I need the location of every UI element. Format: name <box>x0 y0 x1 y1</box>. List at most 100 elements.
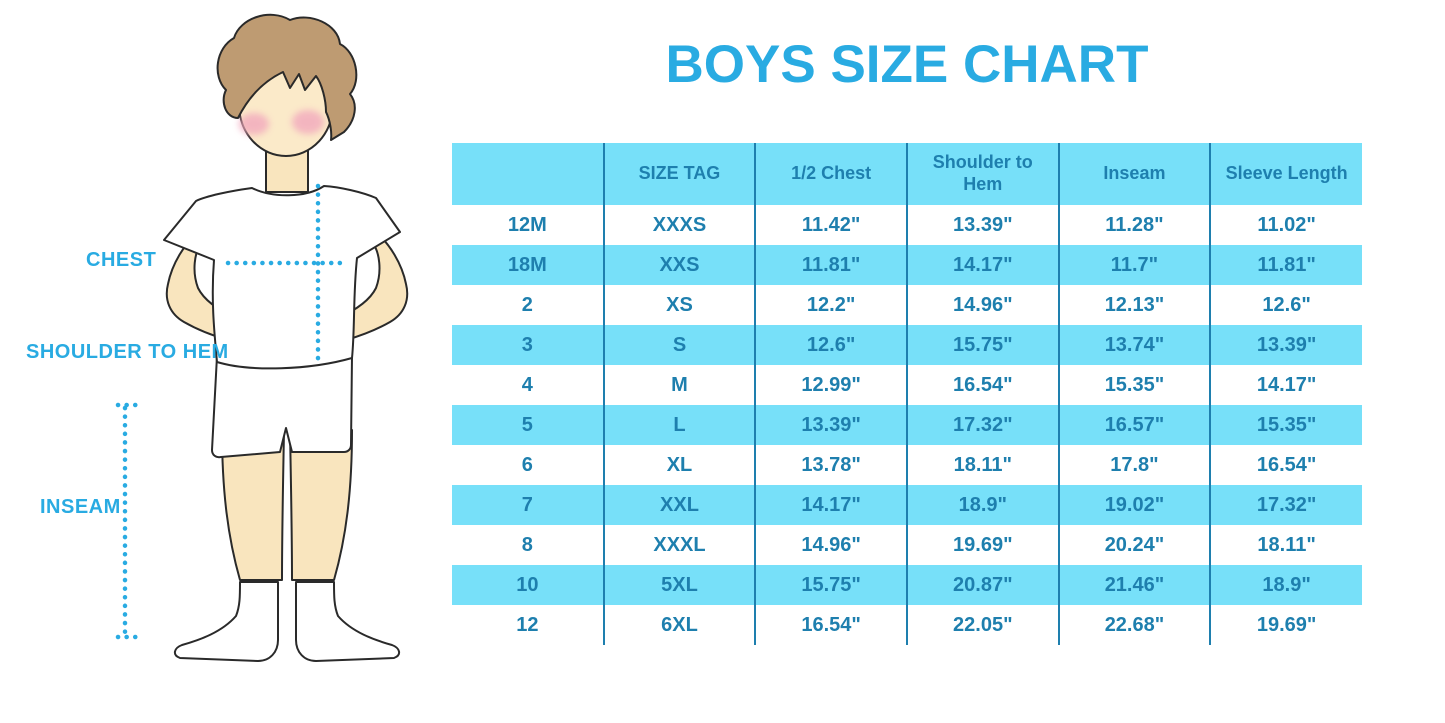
size-cell: 8 <box>521 533 533 556</box>
table-row: 4 M 12.99" 16.54" 15.35" 14.17" <box>452 365 1362 405</box>
value-cell: S <box>602 325 756 365</box>
value-cell: 12.2" <box>754 285 907 325</box>
column-header: Shoulder to Hem <box>905 143 1059 205</box>
boy-hair <box>216 13 358 141</box>
size-cell: 12M <box>507 213 547 236</box>
value-cell: 12.6" <box>1209 285 1362 325</box>
value-cell: 17.32" <box>1209 485 1362 525</box>
table-body: 12M XXXS 11.42" 13.39" 11.28" 11.02" 18M XXS 11.… <box>452 205 1362 645</box>
value-cell: L <box>602 405 756 445</box>
column-header: SIZE TAG <box>602 143 756 205</box>
table-row: 18M XXS 11.81" 14.17" 11.7" 11.81" <box>452 245 1362 285</box>
column-header: 1/2 Chest <box>754 143 907 205</box>
size-cell: 10 <box>452 565 604 605</box>
value-cell: 19.69" <box>905 525 1059 565</box>
table-row: 6 XL 13.78" 18.11" 17.8" 16.54" <box>452 445 1362 485</box>
value-cell: XXL <box>602 485 756 525</box>
value-cell: 16.57" <box>1057 405 1211 445</box>
column-header: Sleeve Length <box>1209 143 1362 205</box>
value-cell: XXXL <box>602 525 756 565</box>
header-row: SIZE TAG 1/2 Chest Shoulder to Hem Inseam Sl… <box>452 143 1362 205</box>
table-row: 3 S 12.6" 15.75" 13.74" 13.39" <box>452 325 1362 365</box>
measurement-figure-panel: CHEST SHOULDER TO HEM INSEAM <box>0 0 460 723</box>
table-row: 12M XXXS 11.42" 13.39" 11.28" 11.02" <box>452 205 1362 245</box>
value-cell: 11.42" <box>754 205 907 245</box>
table-row: 7 XXL 14.17" 18.9" 19.02" 17.32" <box>452 485 1362 525</box>
value-cell: 18.11" <box>1209 525 1362 565</box>
boy-illustration <box>115 13 409 662</box>
size-cell: 18M <box>452 245 604 285</box>
boy-cheek-left <box>239 113 269 135</box>
value-cell: 15.75" <box>754 565 907 605</box>
value-cell: 12.13" <box>1057 285 1211 325</box>
value-cell: 14.17" <box>1209 365 1362 405</box>
size-cell: 7 <box>452 485 604 525</box>
table-row: 8 XXXL 14.96" 19.69" 20.24" 18.11" <box>452 525 1362 565</box>
size-cell: 5 <box>452 405 604 445</box>
column-header: Inseam <box>1057 143 1211 205</box>
value-cell: 14.17" <box>905 245 1059 285</box>
value-cell: 13.39" <box>905 205 1059 245</box>
value-cell: 12.99" <box>754 365 907 405</box>
value-cell: 13.74" <box>1057 325 1211 365</box>
value-cell: 13.39" <box>754 405 907 445</box>
page-title: BOYS SIZE CHART <box>665 35 1149 94</box>
value-cell: 13.78" <box>754 445 907 485</box>
value-cell: 15.35" <box>1057 365 1211 405</box>
value-cell: 19.69" <box>1209 605 1362 645</box>
inseam-label: INSEAM <box>40 496 121 518</box>
boy-cheek-right <box>292 110 324 134</box>
value-cell: 14.96" <box>754 525 907 565</box>
value-cell: 16.54" <box>905 365 1059 405</box>
table-row: 2 XS 12.2" 14.96" 12.13" 12.6" <box>452 285 1362 325</box>
value-cell: 15.75" <box>905 325 1059 365</box>
table-row: 12 6XL 16.54" 22.05" 22.68" 19.69" <box>452 605 1362 645</box>
table-row: 10 5XL 15.75" 20.87" 21.46" 18.9" <box>452 565 1362 605</box>
value-cell: M <box>602 365 756 405</box>
value-cell: XXS <box>602 245 756 285</box>
value-cell: 21.46" <box>1057 565 1211 605</box>
value-cell: 18.9" <box>1209 565 1362 605</box>
value-cell: 16.54" <box>754 605 907 645</box>
value-cell: 6XL <box>602 605 756 645</box>
value-cell: 18.11" <box>905 445 1059 485</box>
value-cell: 18.9" <box>905 485 1059 525</box>
value-cell: 22.05" <box>905 605 1059 645</box>
size-cell: 2 <box>521 293 533 316</box>
column-header <box>452 143 604 205</box>
value-cell: 11.02" <box>1209 205 1362 245</box>
table-row: 5 L 13.39" 17.32" 16.57" 15.35" <box>452 405 1362 445</box>
value-cell: 20.24" <box>1057 525 1211 565</box>
value-cell: 5XL <box>602 565 756 605</box>
value-cell: 12.6" <box>754 325 907 365</box>
value-cell: 17.32" <box>905 405 1059 445</box>
chest-label: CHEST <box>86 249 157 271</box>
shoulder-to-hem-label: SHOULDER TO HEM <box>26 341 229 363</box>
measurement-lines <box>115 183 348 640</box>
value-cell: 13.39" <box>1209 325 1362 365</box>
value-cell: 17.8" <box>1057 445 1211 485</box>
boy-socks <box>174 581 400 662</box>
boy-legs <box>221 429 353 581</box>
value-cell: XS <box>602 285 756 325</box>
value-cell: 15.35" <box>1209 405 1362 445</box>
value-cell: 22.68" <box>1057 605 1211 645</box>
value-cell: 19.02" <box>1057 485 1211 525</box>
size-table: SIZE TAG 1/2 Chest Shoulder to Hem Inseam Sl… <box>452 143 1362 645</box>
boy-shirt <box>163 185 401 370</box>
value-cell: XL <box>602 445 756 485</box>
value-cell: 11.7" <box>1057 245 1211 285</box>
size-cell: 6 <box>521 453 533 476</box>
size-cell: 4 <box>521 373 533 396</box>
boy-shorts <box>211 355 353 459</box>
value-cell: 11.81" <box>754 245 907 285</box>
value-cell: 20.87" <box>905 565 1059 605</box>
size-cell: 12 <box>516 613 539 636</box>
value-cell: 14.17" <box>754 485 907 525</box>
size-cell: 3 <box>452 325 604 365</box>
value-cell: XXXS <box>602 205 756 245</box>
value-cell: 11.28" <box>1057 205 1211 245</box>
value-cell: 14.96" <box>905 285 1059 325</box>
value-cell: 16.54" <box>1209 445 1362 485</box>
value-cell: 11.81" <box>1209 245 1362 285</box>
